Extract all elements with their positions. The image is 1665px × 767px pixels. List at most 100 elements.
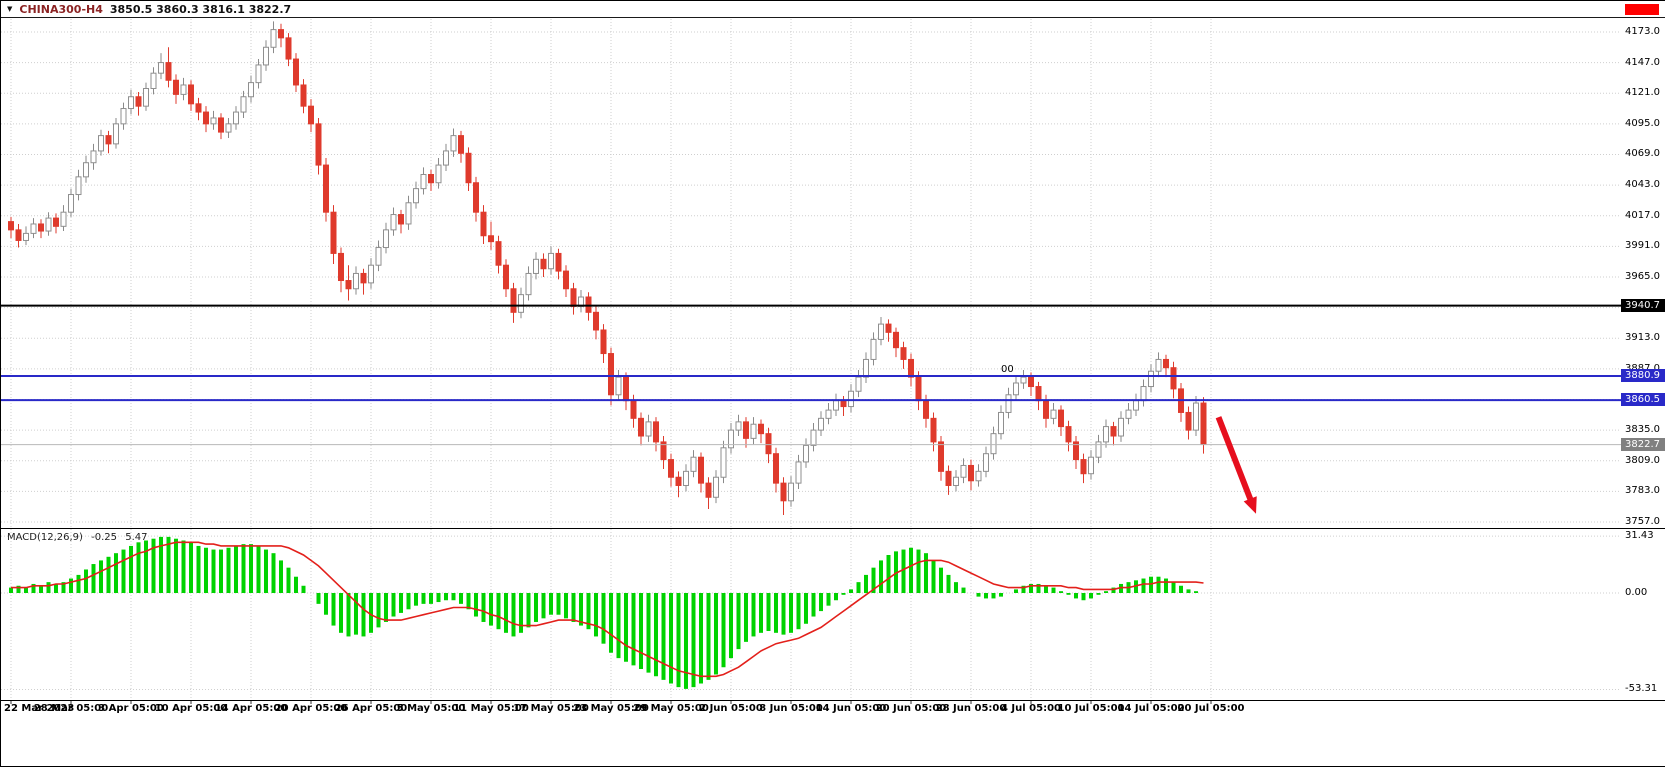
arrow-head bbox=[1243, 496, 1257, 514]
bull-candle bbox=[788, 482, 794, 502]
bull-candle bbox=[953, 476, 959, 486]
bull-candle bbox=[98, 135, 104, 152]
time-axis-divider bbox=[1, 700, 1665, 701]
time-axis-label: 17 May 05:00 bbox=[513, 703, 589, 714]
bull-candle bbox=[1088, 456, 1094, 475]
macd-indicator bbox=[9, 536, 1204, 689]
price-badge: 3822.7 bbox=[1621, 437, 1665, 451]
price-axis-label: 3887.0 bbox=[1625, 363, 1660, 374]
bear-candle bbox=[38, 223, 44, 232]
horizontal-level-lines[interactable]: 00 bbox=[1, 304, 1621, 446]
bull-candle bbox=[720, 447, 727, 478]
bear-candle bbox=[458, 135, 464, 154]
price-axis-label: 3783.0 bbox=[1625, 485, 1660, 497]
bull-candle bbox=[435, 164, 442, 184]
bull-candle bbox=[248, 82, 254, 98]
bull-candle bbox=[120, 108, 127, 125]
bull-candle bbox=[750, 423, 757, 439]
macd-signal-value: 5.47 bbox=[125, 532, 148, 543]
price-axis-label: 4069.0 bbox=[1625, 148, 1660, 160]
bear-candle bbox=[840, 400, 847, 408]
bear-candle bbox=[653, 421, 659, 443]
bull-candle bbox=[848, 390, 854, 408]
price-axis-label: 4173.0 bbox=[1625, 25, 1660, 37]
bull-candle bbox=[353, 272, 359, 290]
bear-candle bbox=[675, 476, 682, 486]
bear-candle bbox=[698, 456, 704, 484]
bear-candle bbox=[1043, 400, 1049, 419]
bull-candle bbox=[45, 217, 52, 232]
bear-candle bbox=[488, 235, 494, 243]
bull-candle bbox=[615, 376, 622, 396]
bear-candle bbox=[540, 258, 547, 270]
bull-candle bbox=[1118, 417, 1124, 437]
record-indicator-box[interactable] bbox=[1625, 4, 1659, 15]
bear-candle bbox=[563, 270, 569, 290]
bear-candle bbox=[668, 459, 674, 478]
bull-candle bbox=[150, 72, 157, 90]
time-axis-label: 8 Jun 05:00 bbox=[759, 703, 823, 714]
bull-candle bbox=[645, 421, 652, 437]
bear-candle bbox=[188, 84, 194, 105]
chart-annotation: 00 bbox=[1001, 364, 1014, 375]
bull-candle bbox=[233, 111, 239, 125]
price-axis-label: 3965.0 bbox=[1625, 270, 1660, 282]
bull-candle bbox=[1050, 409, 1057, 419]
bull-candle bbox=[1005, 394, 1012, 413]
pane-resize-divider[interactable] bbox=[1, 528, 1665, 529]
bull-candle bbox=[210, 117, 217, 125]
symbol-dropdown-icon[interactable]: ▼ bbox=[7, 4, 13, 13]
bull-candle bbox=[1125, 409, 1132, 419]
trend-arrow[interactable] bbox=[1215, 416, 1257, 514]
bull-candle bbox=[833, 400, 839, 411]
bull-candle bbox=[90, 150, 97, 164]
time-axis-label: 20 Apr 05:00 bbox=[274, 703, 348, 714]
bear-candle bbox=[1065, 426, 1072, 443]
macd-indicator-caption: MACD(12,26,9) -0.25 5.47 bbox=[7, 532, 152, 543]
bull-candle bbox=[983, 453, 989, 472]
time-axis-label: 20 Jun 05:00 bbox=[875, 703, 947, 714]
bull-candle bbox=[998, 411, 1004, 435]
arrow-shaft bbox=[1215, 416, 1256, 506]
bull-candle bbox=[75, 176, 82, 196]
bull-candle bbox=[870, 338, 877, 360]
bear-candle bbox=[623, 376, 629, 402]
bear-candle bbox=[135, 96, 142, 107]
chart-title-bar: ▼ CHINA300-H4 3850.5 3860.3 3816.1 3822.… bbox=[1, 1, 1665, 18]
symbol-label: CHINA300-H4 bbox=[19, 2, 103, 16]
bear-candle bbox=[660, 441, 667, 461]
bear-candle bbox=[510, 288, 517, 313]
bull-candle bbox=[413, 188, 419, 204]
bear-candle bbox=[885, 323, 892, 333]
bear-candle bbox=[1185, 411, 1192, 431]
bull-candle bbox=[533, 258, 539, 274]
bull-candle bbox=[1013, 382, 1019, 396]
time-axis-label: 5 May 05:00 bbox=[396, 703, 466, 714]
bull-candle bbox=[855, 376, 862, 392]
bear-candle bbox=[1028, 376, 1034, 388]
bull-candle bbox=[368, 264, 374, 284]
bear-candle bbox=[345, 280, 352, 290]
price-axis-label: 4147.0 bbox=[1625, 56, 1660, 68]
bear-candle bbox=[1200, 402, 1207, 445]
bear-candle bbox=[503, 264, 509, 290]
bear-candle bbox=[1080, 459, 1087, 475]
price-axis[interactable]: 4173.0 4147.0 4121.0 4095.0 4069.0 4043.0 4017… bbox=[1621, 1, 1665, 766]
bear-candle bbox=[638, 417, 644, 437]
price-axis-label: 3835.0 bbox=[1625, 424, 1660, 436]
bear-candle bbox=[293, 58, 299, 86]
bull-candle bbox=[263, 46, 269, 66]
bull-candle bbox=[548, 252, 554, 270]
bear-candle bbox=[1073, 441, 1079, 461]
bear-candle bbox=[1058, 409, 1064, 428]
bull-candle bbox=[128, 96, 134, 110]
bull-candle bbox=[443, 150, 449, 166]
time-axis[interactable]: 22 Mar 2023 28 Mar 05:00 3 Apr 05:00 10 Apr… bbox=[1, 703, 1621, 717]
ohlc-values: 3850.5 3860.3 3816.1 3822.7 bbox=[109, 2, 292, 16]
macd-indicator-label: MACD(12,26,9) bbox=[7, 532, 83, 543]
bear-candle bbox=[968, 464, 974, 482]
bull-candle bbox=[270, 29, 277, 48]
time-axis-label: 23 May 05:00 bbox=[573, 703, 649, 714]
time-axis-label: 28 Mar 05:00 bbox=[33, 703, 109, 714]
